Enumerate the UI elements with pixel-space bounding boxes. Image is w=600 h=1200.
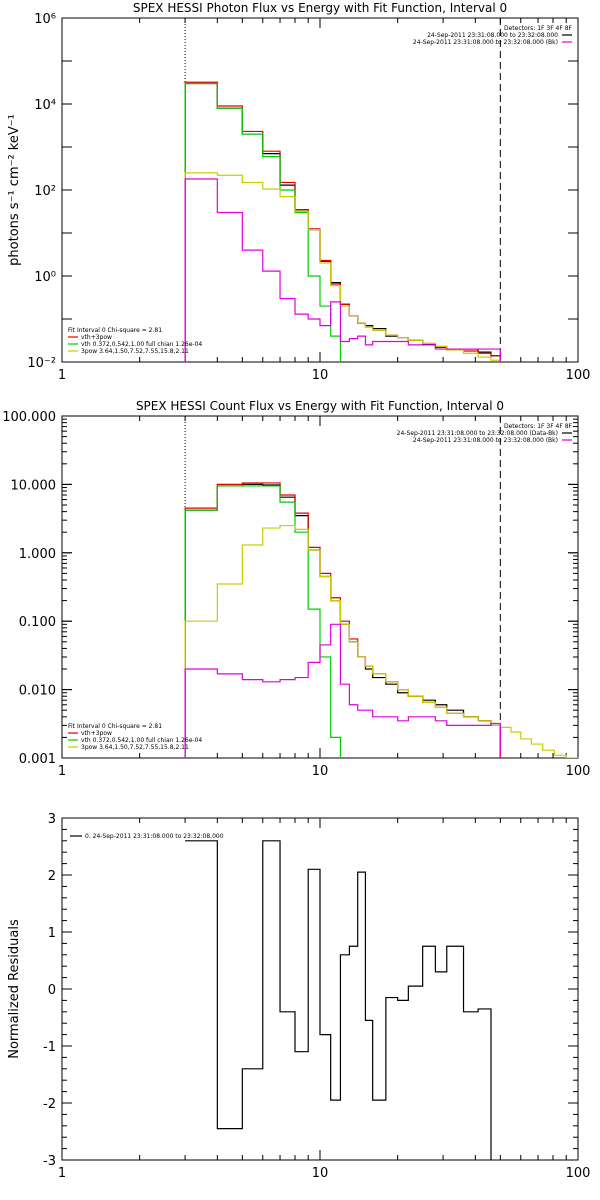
y-tick-label: 0.100: [19, 615, 56, 630]
series-line-0: [185, 840, 492, 1160]
y-tick-label: 10.000: [11, 478, 57, 493]
legend-entry: Detectors: 1F 3F 4F 8F: [504, 423, 573, 430]
x-tick-label: 100: [566, 1166, 591, 1181]
series-line-3: [184, 172, 501, 362]
y-axis-label: photons s⁻¹ cm⁻² keV⁻¹: [7, 114, 22, 266]
y-tick-label: 10⁶: [34, 12, 56, 27]
series-line-0: [184, 82, 501, 362]
legend-entry: Fit Interval 0 Chi-square = 2.81: [68, 327, 162, 334]
chart-panel-1: SPEX HESSI Count Flux vs Energy with Fit…: [2, 399, 591, 779]
legend-entry: 24-Sep-2011 23:31:08.000 to 23:32:08.000: [427, 32, 558, 39]
y-tick-label: 0: [48, 983, 56, 998]
y-tick-label: 0.010: [19, 684, 56, 699]
legend-entry: Detectors: 1F 3F 4F 8F: [504, 25, 573, 32]
legend-entry: 24-Sep-2011 23:31:08.000 to 23:32:08.000…: [397, 430, 558, 437]
chart-title: SPEX HESSI Count Flux vs Energy with Fit…: [136, 399, 504, 413]
y-tick-label: 2: [48, 869, 56, 884]
y-tick-label: 10⁻²: [27, 356, 56, 371]
legend-entry: 0. 24-Sep-2011 23:31:08.000 to 23:32:08.…: [85, 833, 224, 840]
series-line-1: [184, 81, 501, 362]
y-tick-label: -2: [43, 1097, 56, 1112]
y-tick-label: 3: [48, 812, 56, 827]
y-tick-label: 10⁰: [34, 270, 56, 285]
y-tick-label: 100.000: [2, 410, 56, 425]
chart-panel-2: Normalized Residuals 1 10 100 -3 -2 -1 0 1 2 3 0. 2…: [7, 812, 590, 1181]
y-tick-label: 10⁴: [34, 98, 56, 113]
y-tick-label: 1.000: [19, 547, 56, 562]
x-tick-label: 100: [566, 764, 591, 779]
legend-entry: vth+3pow: [81, 730, 112, 737]
series-line-3: [184, 524, 578, 758]
y-tick-label: -1: [43, 1040, 56, 1055]
legend-entry: Fit Interval 0 Chi-square = 2.81: [68, 723, 162, 730]
chart-title: SPEX HESSI Photon Flux vs Energy with Fi…: [133, 1, 507, 15]
y-tick-label: 0.001: [19, 752, 56, 767]
x-tick-label: 1: [58, 368, 66, 383]
series-line-0: [184, 483, 501, 758]
series-line-2: [184, 82, 342, 362]
legend-entry: 24-Sep-2011 23:31:08.000 to 23:32:08.000…: [413, 437, 558, 444]
chart-panel-0: SPEX HESSI Photon Flux vs Energy with Fi…: [7, 1, 591, 383]
series-line-2: [184, 485, 342, 758]
x-tick-label: 10: [312, 1166, 329, 1181]
legend-entry: 3pow 3.64,1.50,7.52,7.55,15.8,2.11: [81, 348, 189, 355]
legend-entry: vth 0.372,0.542,1.00 full chian 1.26e-04: [81, 341, 202, 348]
y-tick-label: 10²: [34, 184, 56, 199]
y-tick-label: 1: [48, 926, 56, 941]
legend-entry: vth 0.372,0.542,1.00 full chian 1.26e-04: [81, 737, 202, 744]
x-tick-label: 1: [58, 764, 66, 779]
series-line-1: [184, 482, 501, 758]
legend-entry: vth+3pow: [81, 334, 112, 341]
legend-entry: 24-Sep-2011 23:31:08.000 to 23:32:08.000…: [413, 39, 558, 46]
x-tick-label: 1: [58, 1166, 66, 1181]
x-tick-label: 100: [566, 368, 591, 383]
series-line-4: [184, 178, 501, 362]
x-tick-label: 10: [312, 368, 329, 383]
legend-entry: 3pow 3.64,1.50,7.52,7.55,15.8,2.11: [81, 744, 189, 751]
y-axis-label: Normalized Residuals: [7, 919, 22, 1059]
x-tick-label: 10: [312, 764, 329, 779]
y-tick-label: -3: [43, 1154, 56, 1169]
series-line-4: [184, 623, 501, 758]
